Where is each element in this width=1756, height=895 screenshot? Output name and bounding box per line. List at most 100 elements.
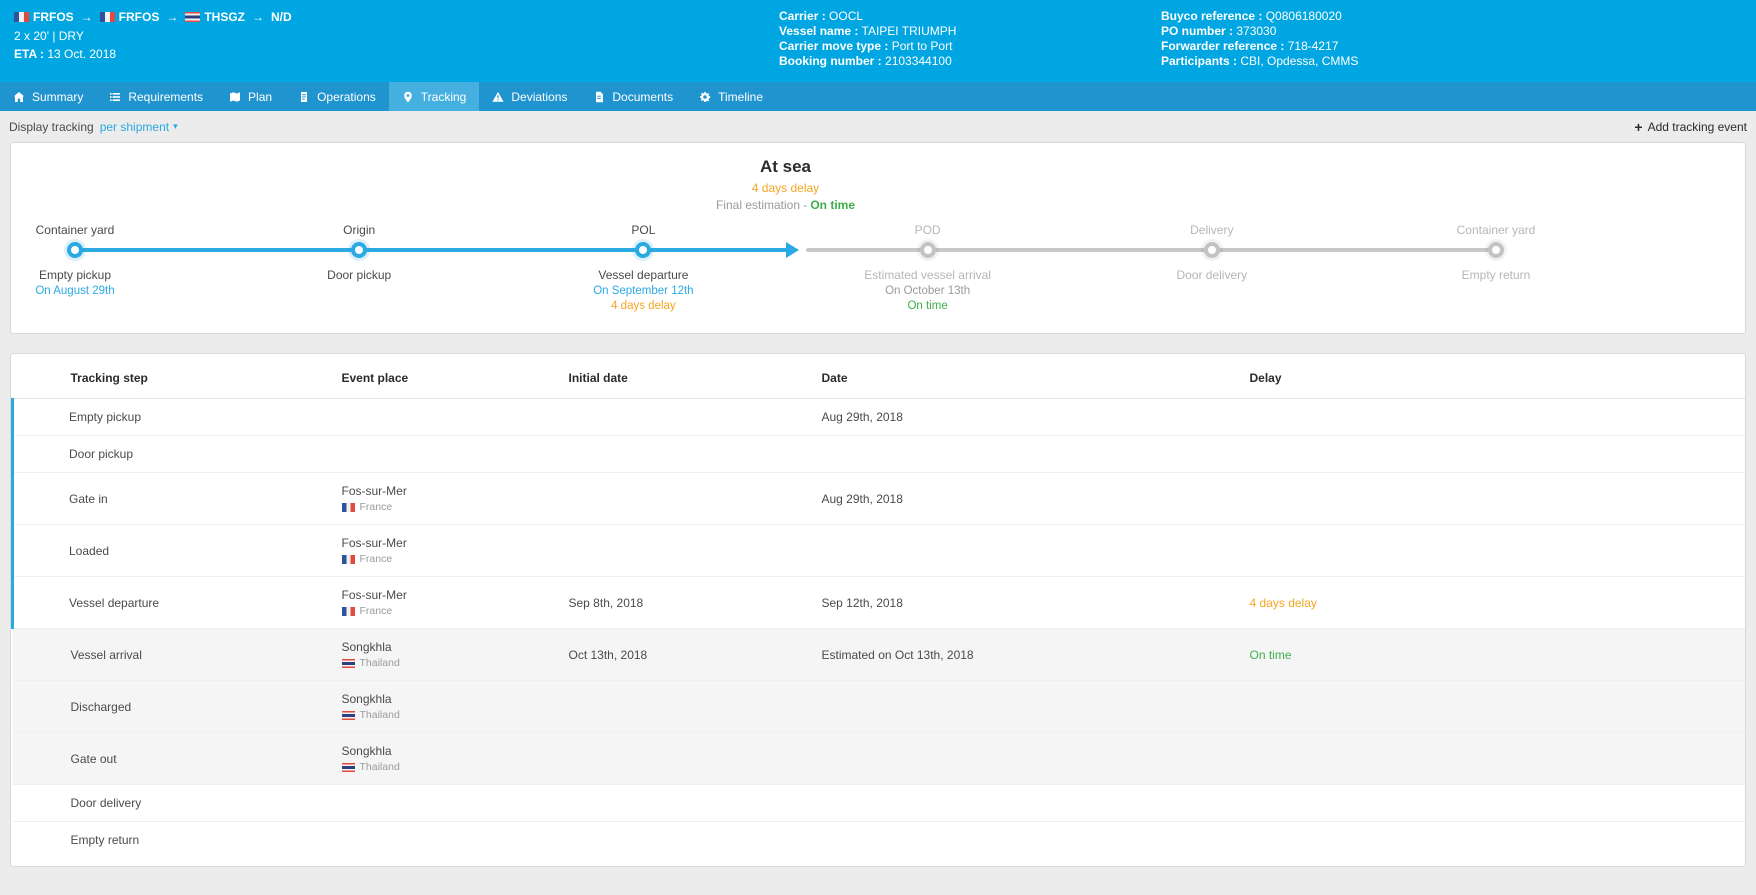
cell-event-place: Fos-sur-Mer France <box>331 524 559 577</box>
cell-tracking-step: Door delivery <box>12 784 332 822</box>
table-row[interactable]: Loaded Fos-sur-Mer France <box>11 524 1745 577</box>
detail-label: PO number : <box>1161 24 1234 38</box>
cell-tracking-step: Loaded <box>11 524 332 577</box>
place-country: Thailand <box>341 761 549 773</box>
tab-plan[interactable]: Plan <box>216 82 285 111</box>
timeline-track-completed <box>75 248 787 252</box>
flag-th-icon <box>341 658 355 668</box>
list-icon <box>109 91 121 103</box>
cell-event-place: Songkhla Thailand <box>331 628 559 681</box>
detail-label: Participants : <box>1161 54 1238 68</box>
cell-delay <box>1239 784 1745 822</box>
timeline-step: Container yard Empty pickup On August 29th <box>0 223 190 297</box>
cell-event-place: Songkhla Thailand <box>331 732 559 785</box>
status-final-estimation: Final estimation - On time <box>75 198 1496 212</box>
step-title: Delivery <box>1190 223 1234 237</box>
tab-deviations[interactable]: Deviations <box>479 82 580 111</box>
cell-delay <box>1239 732 1745 785</box>
cell-initial-date <box>559 822 812 859</box>
flag-fr-icon <box>14 12 29 22</box>
timeline-track-remaining <box>806 248 1496 252</box>
step-note: On time <box>907 300 948 312</box>
table-row[interactable]: Vessel departure Fos-sur-Mer France Sep 8th… <box>11 576 1745 629</box>
cell-date <box>811 680 1240 733</box>
tracking-table: Tracking step Event place Initial date Date… <box>11 357 1745 858</box>
table-row[interactable]: Empty pickup Aug 29th, 2018 <box>11 398 1745 436</box>
tab-requirements[interactable]: Requirements <box>96 82 216 111</box>
cell-initial-date <box>558 398 812 436</box>
header-detail-line: Booking number : 2103344100 <box>779 54 1161 69</box>
cell-delay: On time <box>1239 628 1745 681</box>
timeline-wrapper: At sea 4 days delay Final estimation - On… <box>35 157 1535 321</box>
step-note: On October 13th <box>885 285 971 297</box>
tab-label: Timeline <box>718 89 763 104</box>
cell-tracking-step: Discharged <box>12 680 332 733</box>
cell-initial-date <box>558 732 812 785</box>
cell-tracking-step: Gate out <box>12 732 332 785</box>
detail-value: 2103344100 <box>885 54 952 68</box>
gear-icon <box>699 91 711 103</box>
status-delay: 4 days delay <box>751 181 820 195</box>
cell-event-place <box>331 784 559 822</box>
detail-value: 718-4217 <box>1287 39 1339 53</box>
place-country: France <box>341 605 549 617</box>
detail-value: Q0806180020 <box>1265 9 1342 23</box>
tab-label: Plan <box>248 89 273 104</box>
table-row[interactable]: Vessel arrival Songkhla Thailand Oct 13th, … <box>12 628 1745 681</box>
step-title: POL <box>631 223 656 237</box>
tab-documents[interactable]: Documents <box>580 82 686 111</box>
country-name: Thailand <box>359 761 400 773</box>
flag-fr-icon <box>341 554 355 564</box>
route-arrow-icon: → <box>252 10 265 24</box>
tab-label: Requirements <box>128 89 204 104</box>
cell-tracking-step: Empty return <box>70 833 140 847</box>
detail-label: Carrier : <box>779 9 826 23</box>
status-title: At sea <box>759 157 812 176</box>
detail-label: Vessel name : <box>779 24 859 38</box>
table-header-row: Tracking step Event place Initial date Date… <box>12 357 1745 399</box>
detail-label: Carrier move type : <box>779 39 889 53</box>
column-header: Tracking step <box>12 357 332 399</box>
cell-delay: 4 days delay <box>1239 576 1745 629</box>
detail-label: Buyco reference : <box>1161 9 1263 23</box>
add-tracking-event-button[interactable]: + Add tracking event <box>1634 120 1747 134</box>
detail-value: TAIPEI TRIUMPH <box>861 24 957 38</box>
tracking-table-card: Tracking step Event place Initial date Date… <box>10 353 1746 867</box>
header-detail-line: Participants : CBI, Opdessa, CMMS <box>1161 54 1543 69</box>
table-row[interactable]: Door pickup <box>11 435 1745 473</box>
delay-status: On time <box>1249 647 1292 662</box>
tab-label: Documents <box>612 89 674 104</box>
container-info: 2 x 20' | DRY <box>14 29 84 43</box>
table-row[interactable]: Gate out Songkhla Thailand <box>12 732 1745 785</box>
table-row[interactable]: Door delivery <box>12 784 1745 822</box>
cell-date: Sep 12th, 2018 <box>811 576 1240 629</box>
cell-tracking-step: Door pickup <box>11 435 332 473</box>
shipment-header: FRFOS → FRFOS → THSGZ → N/D 2 x 20' | DRY ETA … <box>0 0 1756 82</box>
place-country: Thailand <box>341 657 549 669</box>
step-event: Vessel departure <box>598 268 689 282</box>
display-tracking-dropdown[interactable]: per shipment ▾ <box>100 120 178 134</box>
place-country: France <box>341 501 549 513</box>
cell-date <box>811 524 1240 577</box>
pin-icon <box>402 91 414 103</box>
route-code: THSGZ <box>204 10 246 24</box>
tab-tracking[interactable]: Tracking <box>388 82 480 111</box>
display-tracking: Display tracking per shipment ▾ <box>9 120 178 134</box>
tab-summary[interactable]: Summary <box>0 82 96 111</box>
plus-icon: + <box>1634 118 1643 135</box>
table-row[interactable]: Discharged Songkhla Thailand <box>12 680 1745 733</box>
cell-date: Estimated on Oct 13th, 2018 <box>811 628 1240 681</box>
route-arrow-icon: → <box>80 10 93 24</box>
header-detail-line: Buyco reference : Q0806180020 <box>1161 9 1543 24</box>
eta-label: ETA : <box>14 47 44 61</box>
cell-date <box>811 435 1240 473</box>
cell-initial-date <box>558 784 812 822</box>
tab-operations[interactable]: Operations <box>285 82 389 111</box>
table-row[interactable]: Empty return <box>13 822 1746 859</box>
eta-value: 13 Oct. 2018 <box>47 47 117 61</box>
cell-initial-date <box>558 680 812 733</box>
table-row[interactable]: Gate in Fos-sur-Mer France Aug 29th, 2018 <box>11 472 1745 525</box>
step-note: On September 12th <box>593 285 694 297</box>
tab-timeline[interactable]: Timeline <box>686 82 776 111</box>
cell-event-place: Fos-sur-Mer France <box>331 472 559 525</box>
